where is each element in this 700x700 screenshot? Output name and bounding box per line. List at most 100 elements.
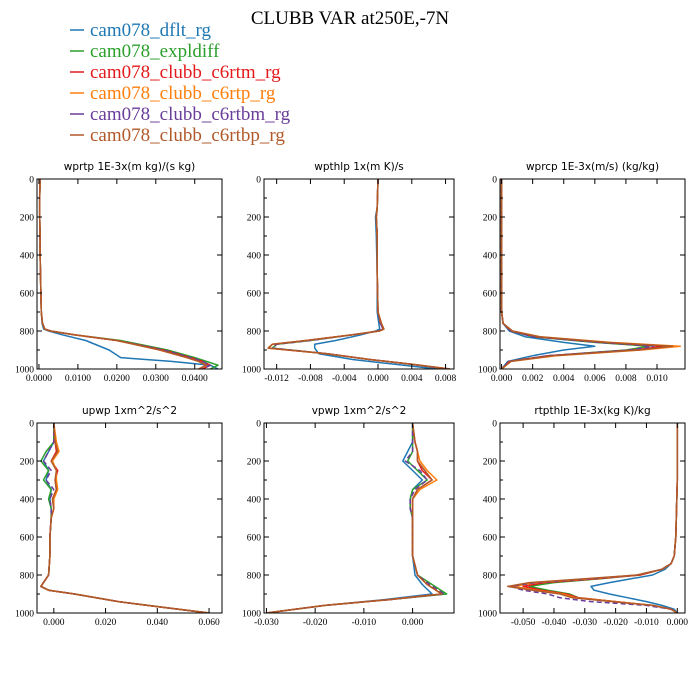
x-tick-label: -0.030 [254,618,279,628]
plot-frame [36,422,223,614]
series-group [500,179,682,369]
panel-5: vpwp 1xm^2/s^2 0 200 400 600 800 1000-0.030 -0.… [242,405,455,628]
y-tick-label: 200 [20,214,35,224]
y-tick-label: 0 [492,420,497,430]
plot-frame [36,178,223,370]
series-line-cam078_clubb_c6rtbm_rg [271,179,446,369]
x-tick-label: 0.000 [367,374,389,384]
figure-title: CLUBB VAR at250E,-7N [251,8,450,29]
legend-label-5: cam078_clubb_c6rtbm_rg [90,104,291,125]
y-tick-label: 800 [247,572,262,582]
y-tick-label: 600 [20,290,35,300]
y-tick-label: 800 [247,328,262,338]
x-tick-label: 0.0000 [26,374,52,384]
panels: wprtp 1E-3x(m kg)/(s kg) 0 200 400 600 800 100… [15,161,688,628]
y-tick-label: 800 [483,572,498,582]
panel-4: upwp 1xm^2/s^2 0 200 400 600 800 1000 0.000 0.02… [15,405,223,628]
x-tick-label: 0.0200 [104,374,130,384]
y-tick-label: 1000 [15,610,34,620]
x-tick-label: 0.020 [95,618,117,628]
series-line-cam078_dflt_rg [38,179,219,369]
panel-1: wprtp 1E-3x(m kg)/(s kg) 0 200 400 600 800 100… [15,161,223,384]
x-tick-label: 0.000 [491,374,513,384]
series-group [267,179,450,369]
series-line-cam078_dflt_rg [266,423,433,613]
legend: cam078_dflt_rgcam078_expldiffcam078_club… [70,20,291,146]
y-tick-label: 400 [20,496,35,506]
y-tick-label: 1000 [242,366,261,376]
series-line-cam078_clubb_c6rtm_rg [266,423,443,613]
y-tick-label: 0 [29,420,34,430]
series-line-cam078_clubb_c6rtbm_rg [38,179,212,369]
panel-3: wprcp 1E-3x(m/s) (kg/kg) 0 200 400 600 800 100… [478,161,686,384]
x-tick-label: -0.020 [603,618,628,628]
x-tick-label: 0.000 [43,618,65,628]
panel-title: upwp 1xm^2/s^2 [82,405,177,417]
series-line-cam078_clubb_c6rtm_rg [40,423,210,613]
series-line-cam078_dflt_rg [313,179,438,369]
series-line-cam078_clubb_c6rtm_rg [38,179,212,369]
x-tick-label: -0.010 [352,618,377,628]
x-tick-label: 0.000 [402,618,424,628]
series-group [506,423,679,613]
legend-label-6: cam078_clubb_c6rtbp_rg [90,125,285,146]
series-line-cam078_dflt_rg [40,423,210,613]
x-tick-label: -0.050 [511,618,536,628]
y-tick-label: 1000 [242,610,261,620]
x-tick-label: -0.040 [542,618,567,628]
legend-label-2: cam078_expldiff [90,41,220,62]
y-tick-label: 0 [492,176,497,186]
y-tick-label: 0 [256,176,261,186]
y-tick-label: 1000 [15,366,34,376]
y-tick-label: 200 [483,214,498,224]
y-tick-label: 600 [20,534,35,544]
x-tick-label: 0.006 [584,374,606,384]
panel-6: rtpthlp 1E-3x(kg K)/kg 0 200 400 600 800 1000 -… [478,405,688,628]
x-tick-label: -0.030 [573,618,598,628]
series-line-cam078_clubb_c6rtbp_rg [38,179,208,369]
x-tick-label: 0.008 [615,374,637,384]
y-tick-label: 600 [247,290,262,300]
x-tick-label: -0.010 [634,618,659,628]
panel-title: wprcp 1E-3x(m/s) (kg/kg) [526,161,659,173]
y-tick-label: 200 [247,458,262,468]
series-line-cam078_expldiff [40,423,210,613]
y-tick-label: 600 [483,290,498,300]
y-tick-label: 600 [247,534,262,544]
x-tick-label: -0.004 [332,374,357,384]
y-tick-label: 600 [483,534,498,544]
panel-title: wpthlp 1x(m K)/s [314,161,404,173]
legend-label-3: cam078_clubb_c6rtm_rg [90,62,281,83]
series-line-cam078_clubb_c6rtbp_rg [267,179,450,369]
series-line-cam078_clubb_c6rtp_rg [40,423,210,613]
series-group [38,179,219,369]
series-line-cam078_clubb_c6rtbp_rg [40,423,210,613]
x-tick-label: 0.060 [198,618,220,628]
series-line-cam078_clubb_c6rtbp_rg [506,423,679,613]
series-line-cam078_clubb_c6rtbp_rg [266,423,443,613]
x-tick-label: -0.020 [303,618,328,628]
y-tick-label: 800 [483,328,498,338]
legend-label-1: cam078_dflt_rg [90,20,212,41]
y-tick-label: 800 [20,328,35,338]
panel-title: wprtp 1E-3x(m kg)/(s kg) [64,161,195,173]
y-tick-label: 200 [247,214,262,224]
series-line-cam078_clubb_c6rtp_rg [266,423,443,613]
y-tick-label: 400 [247,496,262,506]
x-tick-label: 0.0400 [182,374,208,384]
x-tick-label: 0.0300 [143,374,169,384]
y-tick-label: 0 [29,176,34,186]
y-tick-label: 0 [256,420,261,430]
y-tick-label: 400 [20,252,35,262]
panel-2: wpthlp 1x(m K)/s02004006008001000-0.012-… [242,161,456,384]
series-line-cam078_expldiff [271,179,446,369]
plot-frame [263,422,455,614]
y-tick-label: 1000 [478,366,497,376]
series-line-cam078_clubb_c6rtbm_rg [510,423,679,613]
x-tick-label: 0.004 [553,374,575,384]
x-tick-label: -0.012 [264,374,289,384]
legend-label-4: cam078_clubb_c6rtp_rg [90,83,276,104]
x-tick-label: 0.004 [401,374,423,384]
series-line-cam078_expldiff [38,179,219,369]
